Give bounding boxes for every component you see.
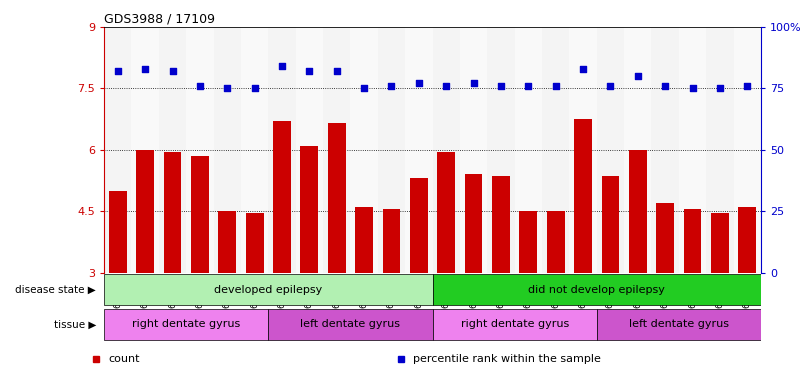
Bar <box>734 27 761 273</box>
Point <box>741 83 754 89</box>
Bar <box>328 123 346 273</box>
Point <box>714 85 727 91</box>
Bar <box>383 209 400 273</box>
Bar <box>136 150 154 273</box>
Bar <box>104 309 268 340</box>
Bar <box>514 27 542 273</box>
Bar <box>602 176 619 273</box>
Point <box>522 83 535 89</box>
Bar <box>351 27 378 273</box>
Bar <box>131 27 159 273</box>
Bar <box>214 27 241 273</box>
Text: percentile rank within the sample: percentile rank within the sample <box>413 354 601 364</box>
Bar <box>186 27 214 273</box>
Bar <box>191 156 209 273</box>
Bar <box>219 211 236 273</box>
Bar <box>268 27 296 273</box>
Point <box>221 85 234 91</box>
Bar <box>355 207 373 273</box>
Bar <box>519 211 537 273</box>
Point <box>549 83 562 89</box>
Bar <box>300 146 318 273</box>
Point <box>303 68 316 74</box>
Bar <box>597 309 761 340</box>
Text: left dentate gyrus: left dentate gyrus <box>300 319 400 329</box>
Bar <box>460 27 487 273</box>
Bar <box>547 211 565 273</box>
Bar <box>624 27 651 273</box>
Point <box>494 83 507 89</box>
Bar <box>437 152 455 273</box>
Bar <box>273 121 291 273</box>
Bar <box>678 27 706 273</box>
Bar <box>405 27 433 273</box>
Bar <box>570 27 597 273</box>
Point <box>658 83 671 89</box>
Bar <box>597 27 624 273</box>
Text: tissue ▶: tissue ▶ <box>54 319 96 329</box>
Point <box>686 85 699 91</box>
Point <box>111 68 124 74</box>
Text: right dentate gyrus: right dentate gyrus <box>461 319 569 329</box>
Bar <box>433 27 460 273</box>
Bar <box>433 274 761 306</box>
Text: GDS3988 / 17109: GDS3988 / 17109 <box>104 13 215 26</box>
Point <box>577 66 590 72</box>
Point <box>440 83 453 89</box>
Point <box>166 68 179 74</box>
Text: count: count <box>108 354 139 364</box>
Bar <box>104 27 131 273</box>
Point <box>248 85 261 91</box>
Point <box>139 66 151 72</box>
Point <box>358 85 371 91</box>
Point <box>413 80 425 86</box>
Text: did not develop epilepsy: did not develop epilepsy <box>529 285 665 295</box>
Bar <box>433 309 597 340</box>
Bar <box>163 152 182 273</box>
Bar <box>109 191 127 273</box>
Bar <box>706 27 734 273</box>
Point <box>330 68 343 74</box>
Bar <box>410 179 428 273</box>
Bar <box>104 274 433 306</box>
Bar <box>739 207 756 273</box>
Bar <box>574 119 592 273</box>
Bar <box>323 27 351 273</box>
Bar <box>378 27 405 273</box>
Bar <box>241 27 268 273</box>
Bar <box>296 27 323 273</box>
Bar <box>651 27 678 273</box>
Point <box>604 83 617 89</box>
Point <box>467 80 480 86</box>
Bar <box>656 203 674 273</box>
Point <box>631 73 644 79</box>
Bar <box>629 150 646 273</box>
Bar <box>492 176 510 273</box>
Bar <box>465 174 482 273</box>
Text: left dentate gyrus: left dentate gyrus <box>629 319 729 329</box>
Text: right dentate gyrus: right dentate gyrus <box>132 319 240 329</box>
Text: developed epilepsy: developed epilepsy <box>214 285 323 295</box>
Bar <box>246 213 264 273</box>
Bar <box>487 27 514 273</box>
Bar <box>683 209 702 273</box>
Bar <box>711 213 729 273</box>
Bar <box>159 27 186 273</box>
Bar <box>542 27 570 273</box>
Bar <box>268 309 433 340</box>
Text: disease state ▶: disease state ▶ <box>15 285 96 295</box>
Point <box>194 83 207 89</box>
Point <box>385 83 398 89</box>
Point <box>276 63 288 69</box>
